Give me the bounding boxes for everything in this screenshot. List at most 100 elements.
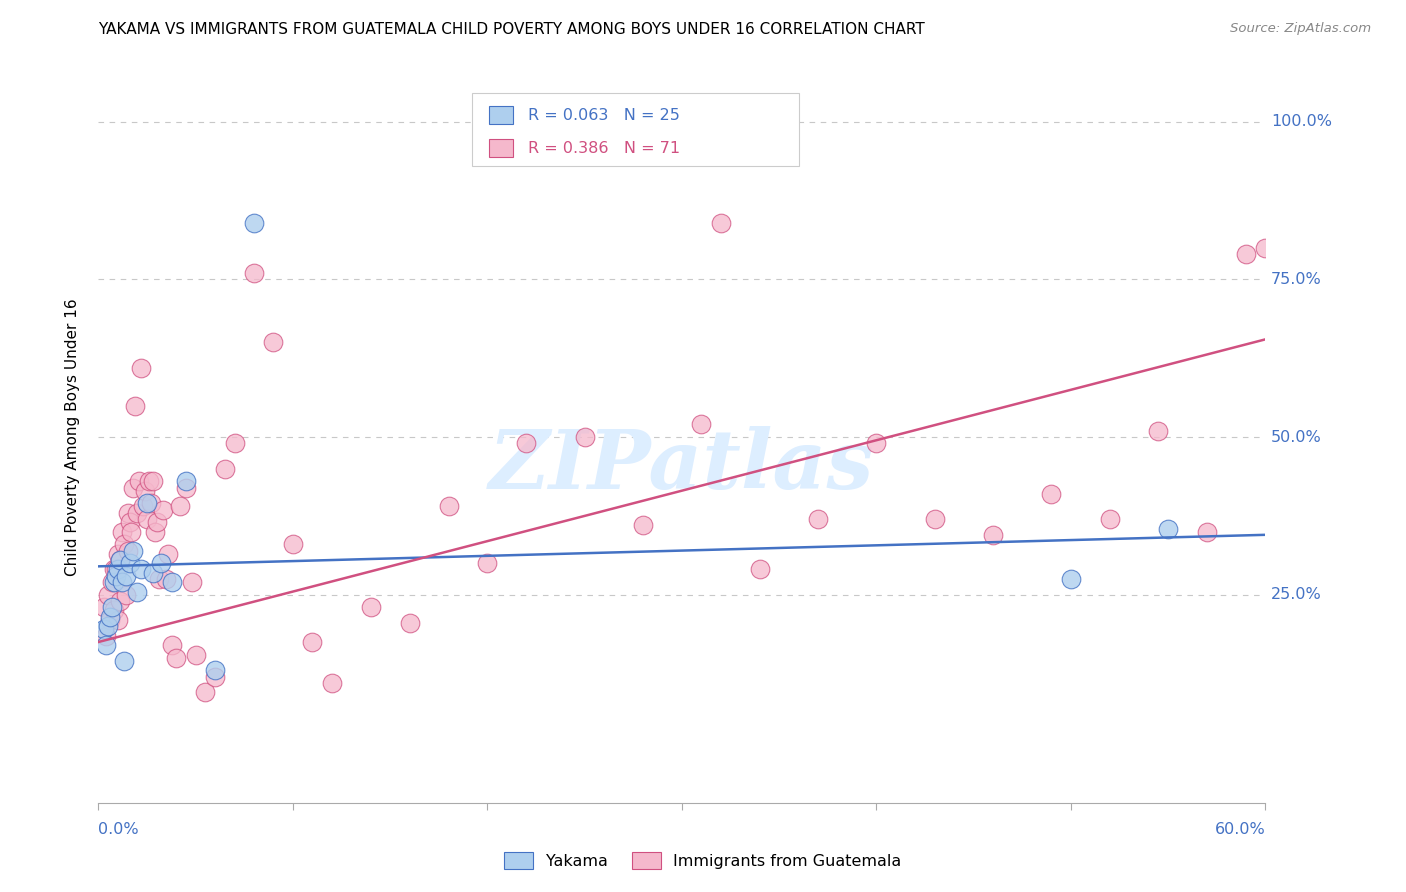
Point	[93, 600, 115, 615]
Point	[1040, 487, 1063, 501]
Point	[690, 417, 713, 432]
Point	[132, 500, 155, 514]
Point	[134, 483, 156, 498]
Text: R = 0.386   N = 71: R = 0.386 N = 71	[527, 141, 681, 156]
Point	[96, 638, 118, 652]
Point	[117, 506, 139, 520]
Point	[98, 613, 121, 627]
Point	[477, 556, 499, 570]
Point	[184, 648, 207, 662]
Point	[129, 360, 152, 375]
Point	[1147, 424, 1170, 438]
Point	[101, 575, 124, 590]
Point	[148, 572, 170, 586]
Point	[108, 553, 131, 567]
Text: ZIPatlas: ZIPatlas	[489, 426, 875, 507]
Point	[1234, 247, 1257, 261]
Point	[437, 500, 460, 514]
Point	[122, 543, 145, 558]
Point	[93, 623, 115, 637]
Text: 100.0%: 100.0%	[1271, 114, 1333, 129]
Point	[117, 543, 139, 558]
Point	[96, 629, 118, 643]
Point	[111, 524, 134, 539]
Point	[121, 524, 143, 539]
Point	[169, 500, 191, 514]
Point	[243, 216, 266, 230]
Point	[180, 575, 202, 590]
Point	[631, 518, 654, 533]
Y-axis label: Child Poverty Among Boys Under 16: Child Poverty Among Boys Under 16	[65, 298, 80, 576]
Point	[981, 528, 1004, 542]
Point	[104, 569, 127, 583]
Text: 50.0%: 50.0%	[1271, 430, 1322, 444]
Point	[142, 474, 165, 488]
Point	[710, 216, 733, 230]
Point	[321, 676, 343, 690]
Point	[111, 575, 134, 590]
Point	[118, 556, 141, 570]
Point	[107, 562, 129, 576]
Point	[214, 461, 236, 475]
Legend: Yakama, Immigrants from Guatemala: Yakama, Immigrants from Guatemala	[498, 846, 908, 875]
Text: Source: ZipAtlas.com: Source: ZipAtlas.com	[1230, 22, 1371, 36]
Point	[103, 575, 125, 590]
Point	[124, 399, 146, 413]
Point	[97, 588, 120, 602]
Point	[748, 562, 770, 576]
Point	[149, 556, 172, 570]
Point	[152, 502, 174, 516]
Point	[262, 335, 284, 350]
Text: 25.0%: 25.0%	[1271, 587, 1322, 602]
Point	[104, 562, 127, 576]
Point	[103, 603, 125, 617]
Point	[301, 635, 323, 649]
Point	[107, 613, 129, 627]
Point	[924, 512, 946, 526]
Text: 60.0%: 60.0%	[1215, 822, 1265, 837]
Point	[108, 553, 131, 567]
Point	[807, 512, 830, 526]
Point	[114, 569, 136, 583]
Point	[146, 515, 169, 529]
Text: 0.0%: 0.0%	[98, 822, 139, 837]
FancyBboxPatch shape	[472, 94, 799, 167]
Point	[1195, 524, 1218, 539]
Point	[865, 436, 887, 450]
Point	[138, 474, 160, 488]
Point	[127, 584, 149, 599]
Point	[157, 547, 180, 561]
Point	[360, 600, 382, 615]
Point	[108, 594, 131, 608]
Point	[174, 474, 197, 488]
Point	[107, 547, 129, 561]
Point	[162, 575, 184, 590]
Point	[155, 572, 177, 586]
Point	[127, 506, 149, 520]
Text: 75.0%: 75.0%	[1271, 272, 1322, 287]
Point	[194, 685, 217, 699]
Point	[1060, 572, 1083, 586]
Point	[574, 430, 596, 444]
Point	[139, 496, 162, 510]
Point	[112, 537, 135, 551]
Point	[143, 524, 166, 539]
Point	[97, 619, 120, 633]
Point	[281, 537, 304, 551]
Point	[515, 436, 537, 450]
Point	[103, 562, 125, 576]
Point	[204, 664, 226, 678]
Point	[165, 650, 187, 665]
Point	[1157, 521, 1180, 535]
Point	[136, 496, 159, 510]
Point	[128, 474, 150, 488]
Point	[174, 481, 197, 495]
Point	[122, 481, 145, 495]
Point	[112, 654, 135, 668]
Point	[136, 512, 159, 526]
Point	[204, 670, 226, 684]
Text: YAKAMA VS IMMIGRANTS FROM GUATEMALA CHILD POVERTY AMONG BOYS UNDER 16 CORRELATIO: YAKAMA VS IMMIGRANTS FROM GUATEMALA CHIL…	[98, 22, 925, 37]
Point	[129, 562, 152, 576]
Point	[224, 436, 246, 450]
Point	[101, 600, 124, 615]
